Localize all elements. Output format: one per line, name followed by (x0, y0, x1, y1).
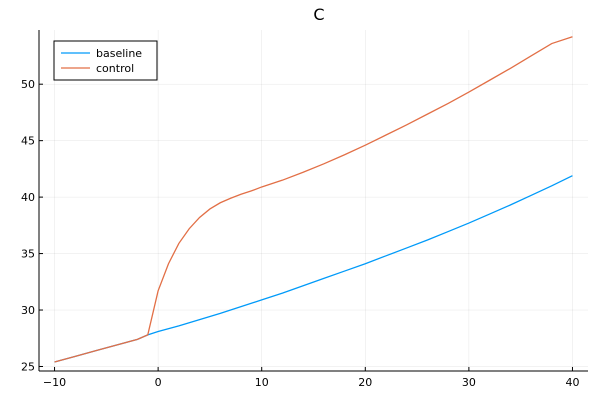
series-line-control (54, 36, 573, 363)
y-tick-label: 30 (21, 304, 35, 317)
y-tick-label: 50 (21, 78, 35, 91)
x-tick-label: 0 (155, 376, 162, 389)
y-tick-label: 35 (21, 248, 35, 261)
x-tick-label: 20 (358, 376, 372, 389)
x-tick-label: −10 (43, 376, 66, 389)
legend-label: baseline (96, 47, 142, 60)
y-tick-label: 40 (21, 191, 35, 204)
x-tick-label: 30 (462, 376, 476, 389)
y-tick-label: 45 (21, 135, 35, 148)
legend-label: control (96, 62, 134, 75)
legend: baseline control (53, 40, 158, 81)
x-tick-label: 40 (565, 376, 579, 389)
series-layer (54, 36, 573, 363)
y-tick-label: 25 (21, 360, 35, 373)
chart-title: C (313, 5, 324, 24)
x-tick-label: 10 (255, 376, 269, 389)
axes: −10 0 10 20 30 40 25 30 35 40 45 50 (21, 30, 588, 389)
grid (39, 30, 588, 371)
series-line-baseline (54, 175, 573, 363)
legend-box (53, 40, 158, 81)
